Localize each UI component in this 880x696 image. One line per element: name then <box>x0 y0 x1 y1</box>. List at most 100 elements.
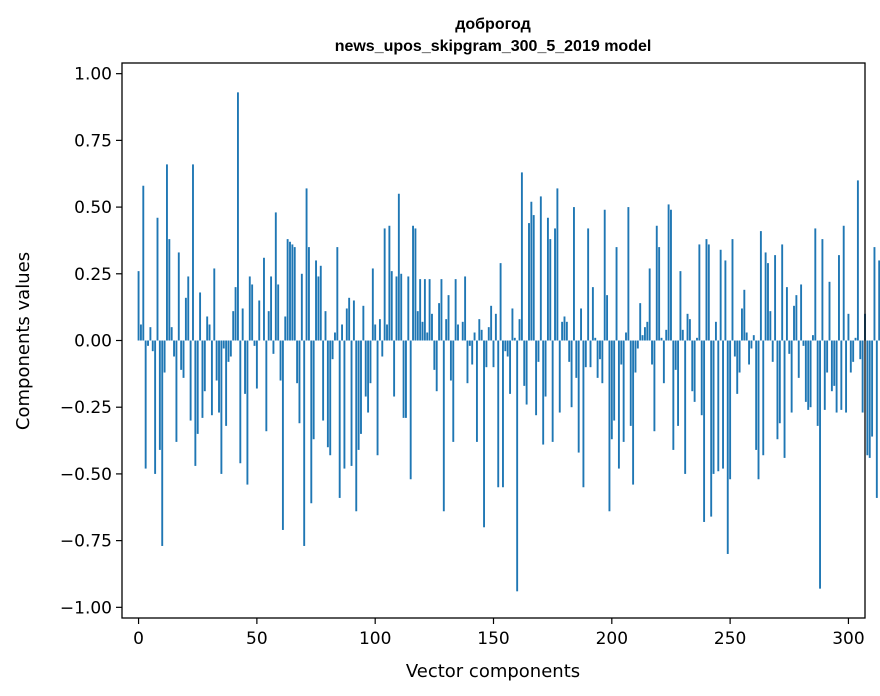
bar-45 <box>244 340 246 394</box>
bar-39 <box>229 340 232 357</box>
bar-296 <box>838 255 840 341</box>
bar-251 <box>731 239 734 341</box>
y-tick-label: −0.50 <box>60 465 112 485</box>
bar-252 <box>733 340 736 357</box>
x-axis-ticks: 0 50 100 150 200 250 300 <box>133 618 865 649</box>
bar-195 <box>599 340 601 360</box>
bar-130 <box>445 319 448 341</box>
x-tick-label: 300 <box>832 629 864 649</box>
y-tick-label: 0.25 <box>74 265 112 285</box>
bar-19 <box>182 340 185 378</box>
bar-272 <box>781 244 784 341</box>
bar-82 <box>331 340 334 360</box>
bar-75 <box>315 260 317 341</box>
bar-61 <box>281 340 284 530</box>
bar-112 <box>402 340 405 418</box>
bar-135 <box>457 324 459 341</box>
bar-250 <box>729 340 732 480</box>
bar-62 <box>284 316 287 341</box>
bar-23 <box>192 164 194 341</box>
bar-258 <box>748 340 750 365</box>
bar-203 <box>617 340 620 469</box>
bar-34 <box>218 340 220 413</box>
bar-116 <box>412 225 414 341</box>
bar-287 <box>816 340 819 426</box>
bar-209 <box>632 340 635 485</box>
bar-86 <box>341 324 343 341</box>
bar-208 <box>629 340 632 426</box>
bar-225 <box>670 209 672 341</box>
bar-49 <box>253 340 256 346</box>
x-tick-label: 200 <box>596 629 628 649</box>
y-tick-label: −0.25 <box>60 398 112 418</box>
bar-65 <box>291 244 294 341</box>
bar-42 <box>237 92 239 341</box>
bar-98 <box>369 340 372 384</box>
bar-270 <box>776 340 779 440</box>
bar-298 <box>842 225 845 341</box>
bar-174 <box>549 239 552 341</box>
bar-88 <box>345 308 348 341</box>
bar-304 <box>856 180 859 341</box>
y-tick-label: 0.75 <box>74 131 112 151</box>
bar-94 <box>360 340 362 434</box>
bar-238 <box>700 340 703 416</box>
bar-168 <box>535 340 538 416</box>
bar-255 <box>741 308 743 341</box>
bar-70 <box>303 340 306 546</box>
bar-268 <box>771 340 774 362</box>
chart-title: доброгод <box>455 16 531 33</box>
y-axis-ticks: 1.00 0.75 0.50 0.25 0.00 −0.25 −0.50 −0.75 −1.00 <box>60 65 122 618</box>
bar-17 <box>177 252 180 341</box>
bar-291 <box>826 340 829 373</box>
bar-278 <box>795 295 798 341</box>
bar-290 <box>823 340 826 410</box>
bar-232 <box>686 313 689 341</box>
bar-64 <box>289 241 291 341</box>
bar-202 <box>615 247 618 341</box>
bar-244 <box>714 321 717 341</box>
bar-22 <box>189 340 192 421</box>
y-axis-label: Components values <box>13 252 34 430</box>
bar-74 <box>312 340 315 440</box>
bar-214 <box>643 327 646 341</box>
bar-29 <box>206 316 209 341</box>
bar-76 <box>317 276 320 341</box>
bar-72 <box>307 247 310 341</box>
bar-56 <box>270 276 273 341</box>
bar-107 <box>390 271 393 341</box>
bar-43 <box>239 340 242 464</box>
bar-288 <box>819 340 821 589</box>
bar-84 <box>336 247 339 341</box>
bar-81 <box>329 340 332 456</box>
bar-217 <box>651 340 653 365</box>
bar-134 <box>454 279 457 341</box>
bar-154 <box>502 340 504 488</box>
bar-37 <box>225 340 228 426</box>
x-tick-label: 50 <box>246 629 268 649</box>
bar-96 <box>364 340 367 397</box>
bar-59 <box>277 284 280 341</box>
bar-190 <box>587 228 590 341</box>
bar-120 <box>421 321 424 341</box>
bar-300 <box>847 313 850 341</box>
bar-60 <box>279 340 282 381</box>
bar-245 <box>717 340 720 472</box>
bar-162 <box>520 172 523 341</box>
bar-263 <box>759 231 762 341</box>
x-tick-label: 100 <box>359 629 391 649</box>
bar-237 <box>698 244 701 341</box>
bar-223 <box>665 329 668 341</box>
bar-111 <box>400 273 403 341</box>
bar-292 <box>828 281 831 341</box>
bar-5 <box>149 327 152 341</box>
bar-105 <box>386 324 388 341</box>
bar-106 <box>388 225 391 341</box>
bar-99 <box>371 268 374 341</box>
bar-184 <box>573 207 575 341</box>
bar-167 <box>532 215 535 341</box>
bar-161 <box>518 319 521 341</box>
bar-227 <box>674 340 677 370</box>
bar-11 <box>163 340 166 373</box>
bar-165 <box>528 223 530 341</box>
